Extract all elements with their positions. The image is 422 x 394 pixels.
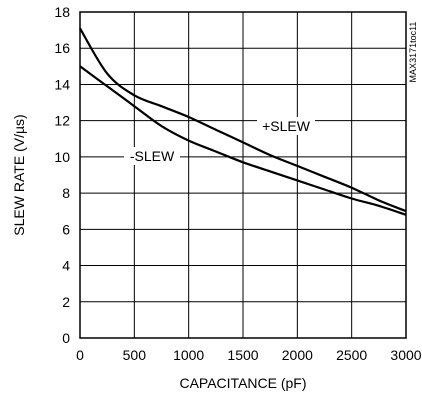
y-tick-label: 0	[62, 330, 70, 346]
x-tick-label: 1000	[173, 347, 204, 363]
series-label-minus-slew-text: -SLEW	[130, 148, 175, 164]
tick-labels: 0 500 1000 1500 2000 2500 3000 0 2 4 6 8 10 12 14 16 18	[54, 4, 421, 363]
y-tick-label: 14	[54, 76, 70, 92]
x-tick-label: 3000	[390, 347, 421, 363]
x-tick-label: 0	[76, 347, 84, 363]
series-line-minus-slew	[79, 65, 407, 216]
y-tick-label: 4	[62, 258, 70, 274]
series-line-plus-slew	[79, 27, 407, 213]
x-tick-label: 2500	[336, 347, 367, 363]
y-tick-label: 8	[62, 185, 70, 201]
x-tick-label: 1500	[227, 347, 258, 363]
y-tick-label: 18	[54, 4, 70, 20]
series-label-minus-slew: -SLEW	[124, 147, 180, 165]
series-label-plus-slew: +SLEW	[257, 117, 315, 135]
series-label-plus-slew-text: +SLEW	[262, 118, 311, 134]
y-axis-title: SLEW RATE (V/µs)	[11, 114, 27, 235]
figure-code: MAX3171toc11	[408, 22, 418, 83]
series-labels: +SLEW -SLEW	[124, 117, 315, 165]
y-tick-label: 16	[54, 40, 70, 56]
y-tick-label: 2	[62, 294, 70, 310]
x-tick-label: 500	[123, 347, 147, 363]
series-lines	[79, 27, 407, 216]
x-axis-title: CAPACITANCE (pF)	[179, 375, 306, 391]
y-tick-label: 12	[54, 113, 70, 129]
y-tick-label: 6	[62, 221, 70, 237]
grid	[79, 11, 407, 339]
y-tick-label: 10	[54, 149, 70, 165]
plot-frame	[79, 11, 407, 339]
x-tick-label: 2000	[282, 347, 313, 363]
